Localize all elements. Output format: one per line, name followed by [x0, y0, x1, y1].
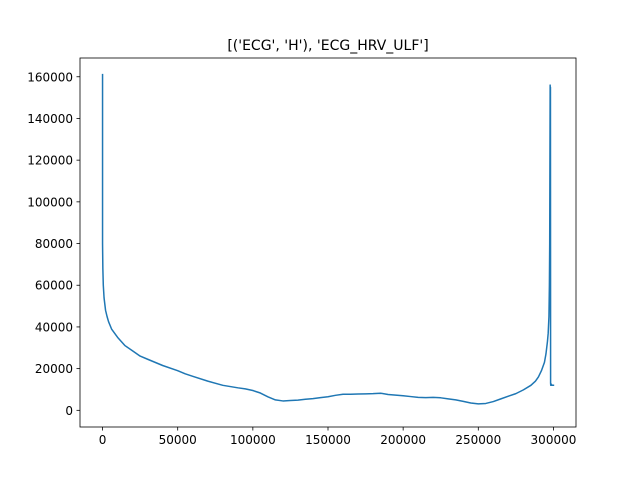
x-tick-label: 150000 [305, 433, 351, 447]
y-tick-label: 100000 [27, 195, 73, 209]
axis-ticks: 0 50000 100000 150000 200000 250000 300000 0 200… [27, 70, 576, 447]
y-tick-label: 80000 [35, 237, 73, 251]
chart-title: [('ECG', 'H'), 'ECG_HRV_ULF'] [227, 38, 428, 54]
x-tick-label: 50000 [159, 433, 197, 447]
y-tick-label: 120000 [27, 154, 73, 168]
series-line [101, 73, 555, 405]
axes-frame [79, 57, 577, 428]
y-tick-label: 20000 [35, 362, 73, 376]
y-tick-label: 40000 [35, 320, 73, 334]
plot-area [101, 73, 555, 405]
y-tick-label: 140000 [27, 112, 73, 126]
x-tick-label: 250000 [455, 433, 501, 447]
x-tick-label: 300000 [531, 433, 577, 447]
y-tick-label: 160000 [27, 70, 73, 84]
y-tick-label: 0 [65, 404, 73, 418]
x-tick-label: 100000 [230, 433, 276, 447]
y-tick-label: 60000 [35, 279, 73, 293]
x-tick-label: 0 [99, 433, 107, 447]
x-tick-label: 200000 [380, 433, 426, 447]
